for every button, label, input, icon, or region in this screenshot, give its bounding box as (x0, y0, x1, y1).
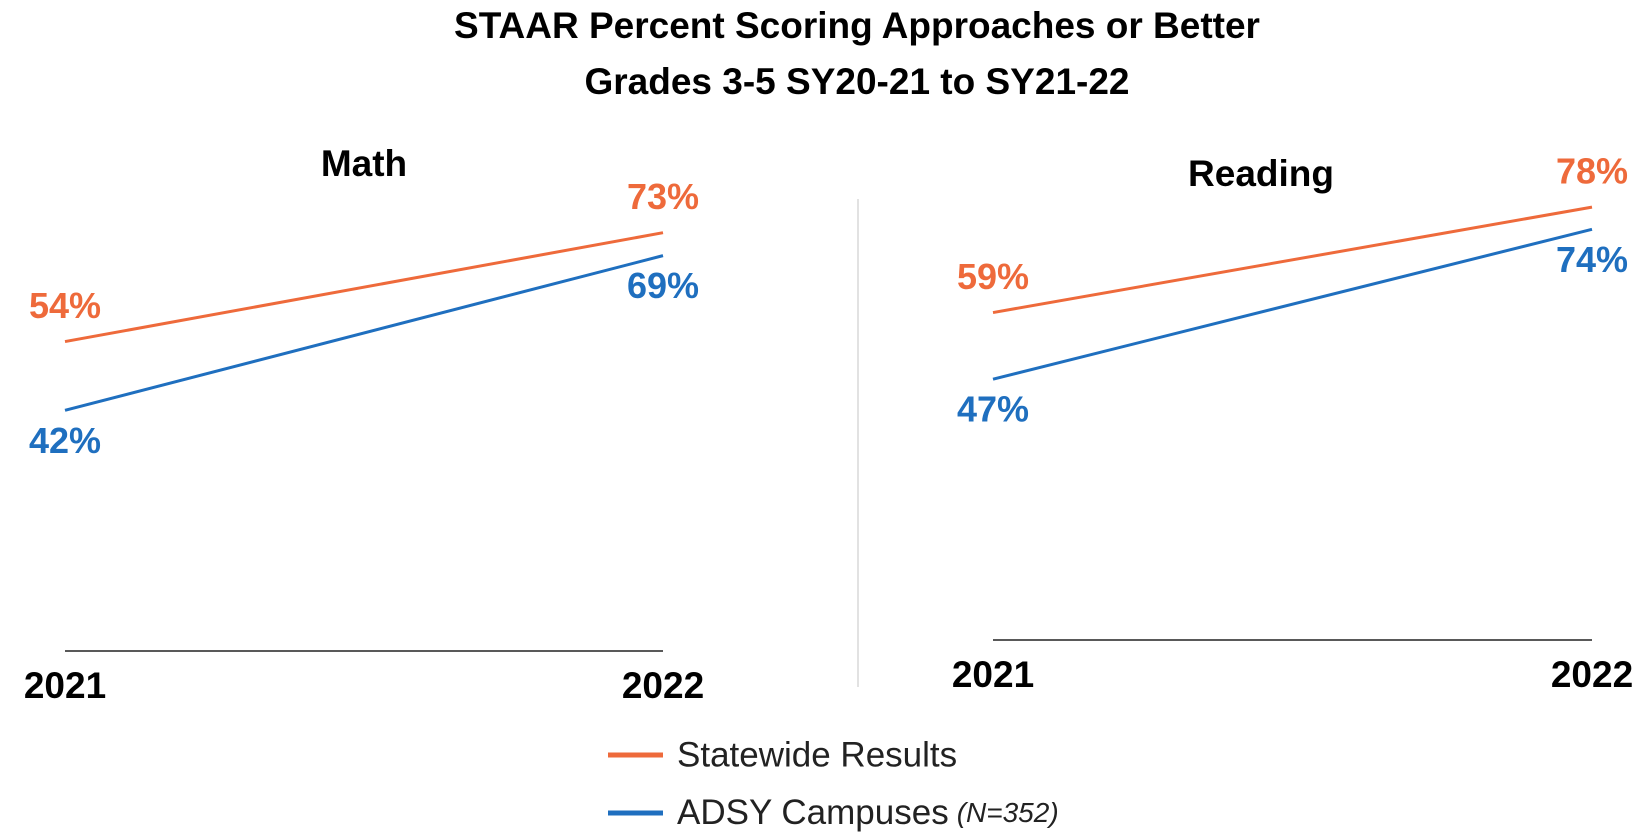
chart-title: STAAR Percent Scoring Approaches or Bett… (454, 5, 1260, 46)
legend-label: Statewide Results (677, 735, 957, 774)
x-tick-label: 2021 (952, 654, 1034, 695)
data-label: 47% (957, 389, 1029, 430)
chart-subtitle: Grades 3-5 SY20-21 to SY21-22 (584, 61, 1129, 102)
x-tick-label: 2022 (1551, 654, 1633, 695)
x-tick-label: 2022 (622, 665, 704, 706)
legend-note: (N=352) (957, 797, 1059, 828)
legend-label: ADSY Campuses (N=352) (677, 793, 1059, 832)
series-line (64, 231, 664, 344)
data-label: 78% (1556, 151, 1628, 192)
data-label: 74% (1556, 239, 1628, 280)
legend-label-text: ADSY Campuses (677, 793, 949, 832)
x-tick-label: 2021 (24, 665, 106, 706)
data-label: 42% (29, 420, 101, 461)
panel-title: Reading (1188, 153, 1334, 194)
series-line (992, 227, 1593, 381)
series-line (992, 205, 1593, 315)
series-line (64, 254, 664, 412)
data-label: 59% (957, 256, 1029, 297)
data-label: 69% (627, 265, 699, 306)
panel-title: Math (321, 143, 407, 184)
data-label: 73% (627, 176, 699, 217)
data-label: 54% (29, 285, 101, 326)
